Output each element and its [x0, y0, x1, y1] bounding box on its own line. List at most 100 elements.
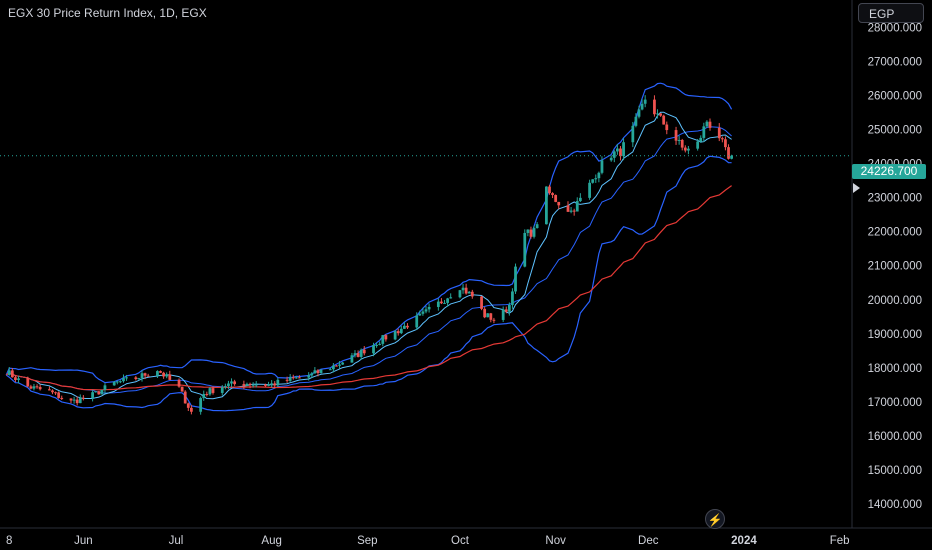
price-tick-label: 26000.000 — [868, 90, 922, 102]
candle — [514, 263, 517, 294]
candle — [270, 380, 274, 388]
candle — [288, 374, 292, 382]
candle — [464, 283, 468, 295]
fast-moving-average — [5, 111, 732, 400]
candle — [545, 186, 548, 225]
candle — [443, 299, 446, 304]
candle — [637, 105, 641, 119]
candle — [529, 226, 533, 239]
candle — [436, 298, 440, 311]
candle — [418, 310, 422, 316]
candle — [251, 382, 255, 388]
candle — [609, 155, 613, 162]
candle — [341, 361, 345, 365]
candle — [507, 302, 511, 316]
candle — [427, 303, 431, 313]
price-tick-label: 28000.000 — [868, 22, 922, 34]
candle — [162, 371, 165, 379]
candle — [7, 367, 11, 376]
candle — [634, 113, 638, 128]
candle — [375, 342, 378, 348]
time-tick-label: Jun — [74, 535, 93, 547]
price-tick-label: 16000.000 — [868, 431, 922, 443]
candle — [727, 144, 730, 160]
candle — [310, 372, 314, 378]
upper-band — [5, 82, 733, 384]
candle — [356, 350, 360, 358]
price-tick-label: 27000.000 — [868, 56, 922, 68]
candle — [384, 334, 388, 342]
candle — [578, 193, 582, 203]
candle — [640, 99, 644, 111]
candle — [486, 313, 490, 318]
candle — [91, 389, 94, 402]
candle — [220, 385, 224, 396]
moving-averages — [5, 111, 732, 400]
candle — [557, 201, 561, 210]
candle — [511, 288, 514, 309]
candle — [483, 306, 487, 319]
candle — [526, 229, 530, 237]
candle — [523, 229, 527, 268]
candle — [57, 391, 61, 399]
candle — [566, 201, 570, 212]
candle — [159, 370, 162, 374]
candle — [319, 369, 323, 374]
candle — [81, 395, 85, 401]
candle — [378, 341, 382, 346]
candle — [276, 377, 280, 387]
candle — [97, 390, 101, 395]
candle — [78, 394, 82, 404]
candle — [190, 405, 193, 415]
price-tick-label: 14000.000 — [868, 499, 922, 511]
price-axis[interactable] — [852, 0, 932, 528]
candle — [51, 389, 54, 395]
candle — [399, 325, 403, 335]
candle — [285, 376, 289, 383]
price-tick-label: 22000.000 — [868, 227, 922, 239]
candle — [643, 95, 647, 108]
candle — [600, 156, 604, 175]
price-tick-label: 17000.000 — [868, 397, 922, 409]
candle — [137, 377, 141, 380]
scroll-to-realtime-icon[interactable] — [853, 183, 860, 193]
candle — [424, 306, 428, 314]
candle — [208, 386, 212, 396]
candle — [619, 146, 622, 161]
candle — [656, 109, 659, 119]
candle — [501, 306, 505, 322]
candle — [449, 293, 453, 299]
price-tick-label: 25000.000 — [868, 124, 922, 136]
price-tick-label: 15000.000 — [868, 465, 922, 477]
candle — [335, 364, 338, 367]
candle — [17, 375, 20, 384]
candle — [156, 370, 159, 378]
candle — [702, 122, 706, 142]
candle — [699, 135, 703, 143]
candle — [659, 113, 662, 117]
candle — [622, 138, 625, 161]
time-axis-labels: 8 Jun Jul Aug Sep Oct Nov Dec 2024 Feb — [6, 535, 850, 547]
candle — [396, 328, 400, 336]
candle — [14, 375, 17, 383]
candle — [177, 378, 181, 388]
candle — [415, 312, 419, 331]
price-axis-labels: 28000.00027000.00026000.00025000.0002400… — [868, 22, 922, 511]
lightning-icon[interactable]: ⚡ — [705, 509, 725, 529]
candle — [134, 375, 138, 381]
candle — [338, 361, 341, 369]
candle — [591, 179, 595, 184]
candle — [687, 145, 690, 155]
time-tick-label: 2024 — [731, 535, 757, 547]
candle — [199, 396, 203, 415]
candle — [211, 386, 215, 395]
bollinger-bands — [5, 82, 733, 412]
time-tick-label: Dec — [638, 535, 659, 547]
candle — [227, 380, 230, 390]
price-tick-label: 19000.000 — [868, 329, 922, 341]
candle — [535, 221, 539, 229]
currency-button[interactable]: EGP — [858, 3, 924, 23]
candle — [446, 297, 449, 307]
candle — [708, 118, 712, 131]
